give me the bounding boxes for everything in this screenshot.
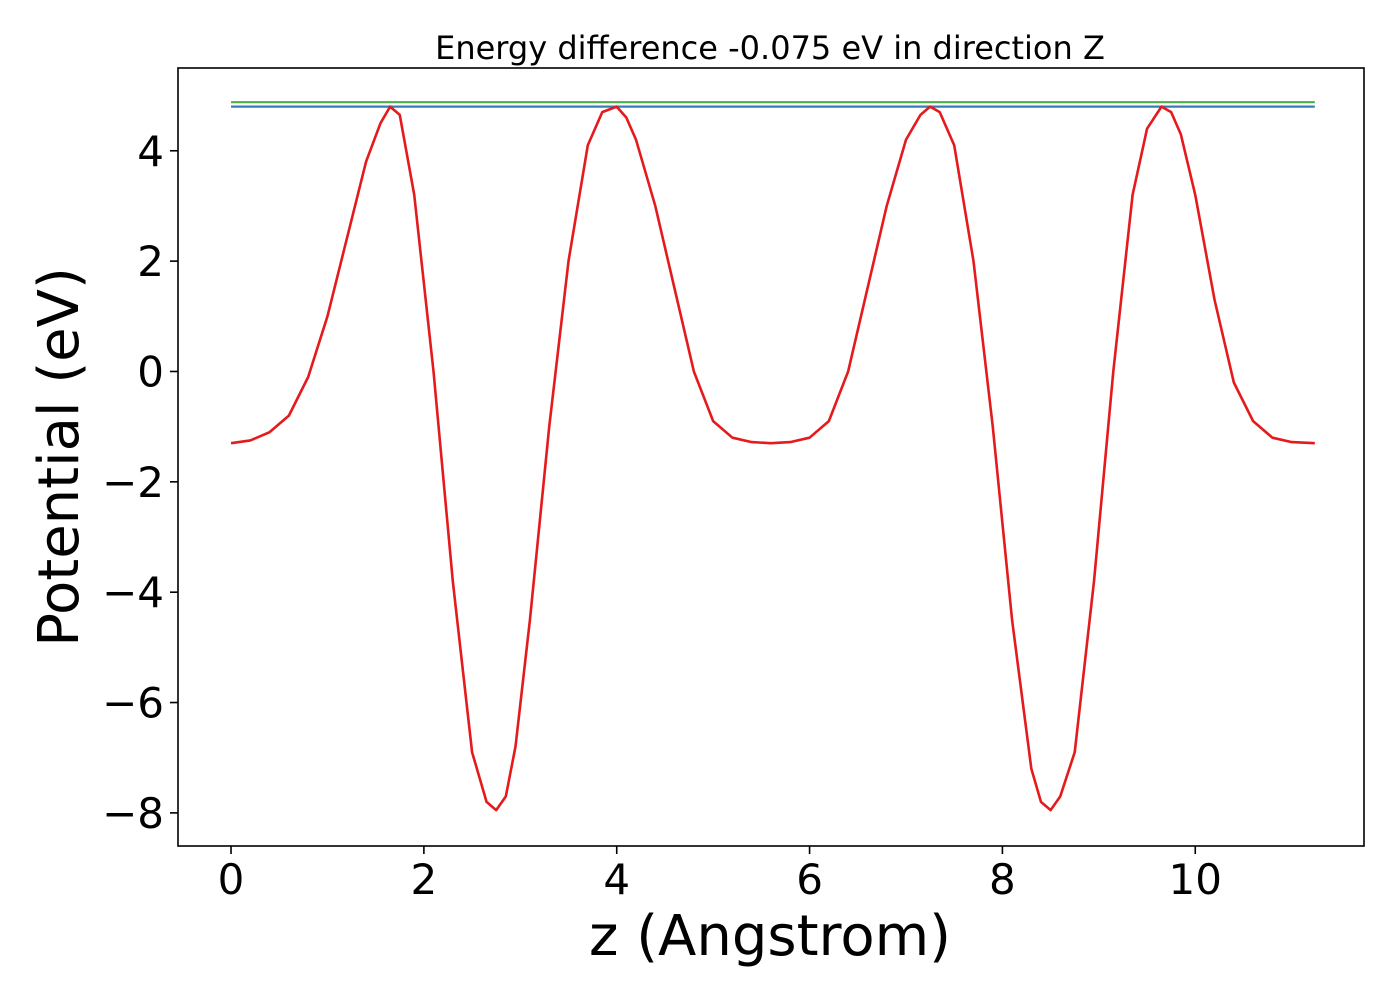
- x-tick-label: 6: [796, 855, 823, 904]
- x-axis: 0 2 4 6 8 10: [218, 846, 1222, 904]
- chart-title: Energy difference -0.075 eV in direction…: [435, 29, 1105, 67]
- y-tick-label: −6: [102, 679, 164, 728]
- y-axis-label: Potential (eV): [27, 267, 92, 647]
- plot-area: [177, 67, 1365, 847]
- y-tick-label: −4: [102, 568, 164, 617]
- x-tick-label: 4: [603, 855, 630, 904]
- x-axis-label: z (Angstrom): [589, 904, 951, 969]
- series-layer: [230, 101, 1315, 812]
- x-tick-label: 0: [218, 855, 245, 904]
- y-axis: −8 −6 −4 −2 0 2 4: [102, 127, 178, 838]
- y-tick-label: 2: [137, 237, 164, 286]
- y-tick-label: −2: [102, 458, 164, 507]
- series-line-0: [230, 105, 1315, 812]
- y-tick-label: −8: [102, 789, 164, 838]
- x-tick-label: 2: [411, 855, 438, 904]
- y-tick-label: 4: [137, 127, 164, 176]
- x-tick-label: 8: [989, 855, 1016, 904]
- x-tick-label: 10: [1169, 855, 1222, 904]
- y-tick-label: 0: [137, 347, 164, 396]
- plot-frame: [177, 67, 1365, 847]
